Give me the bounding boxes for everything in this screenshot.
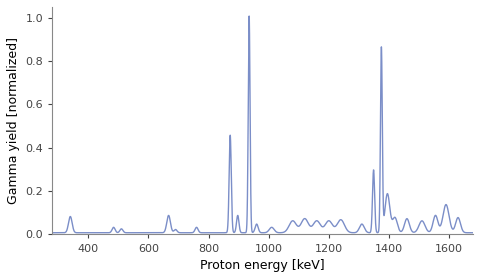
X-axis label: Proton energy [keV]: Proton energy [keV] xyxy=(200,259,325,272)
Y-axis label: Gamma yield [normalized]: Gamma yield [normalized] xyxy=(7,37,20,204)
